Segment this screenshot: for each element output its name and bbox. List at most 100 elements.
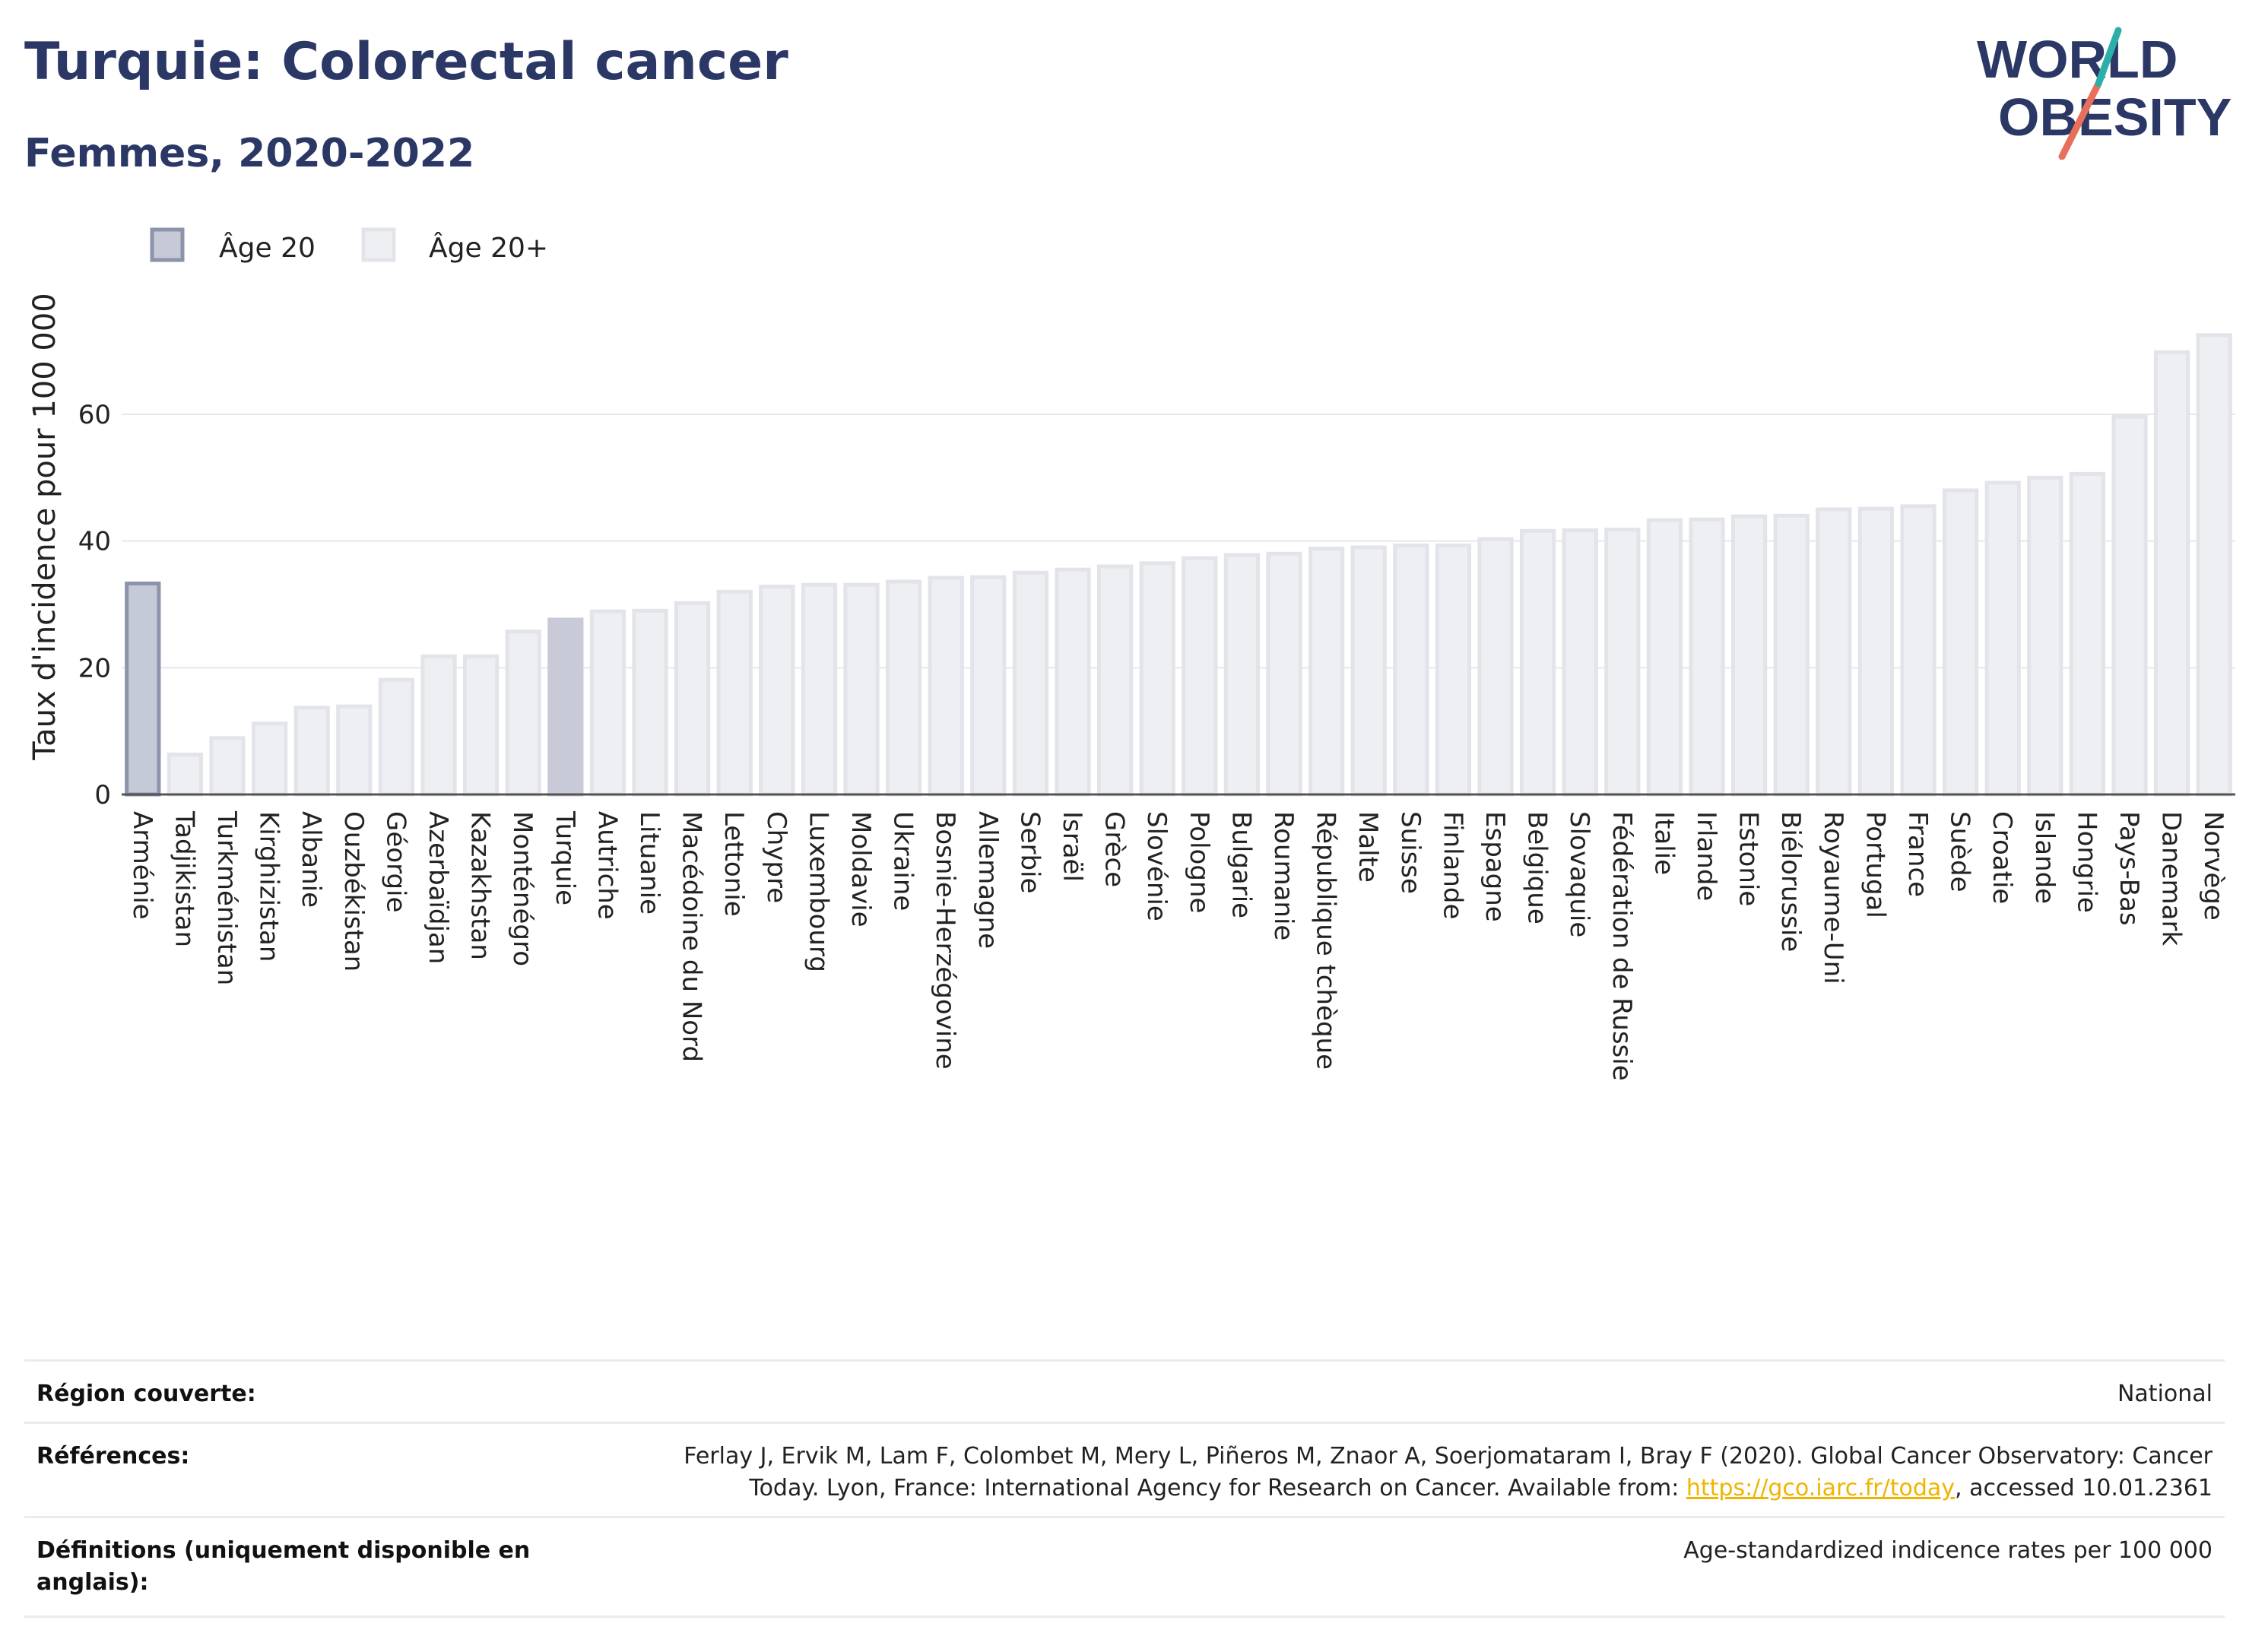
logo-slash-teal xyxy=(2095,27,2122,87)
bar-age20plus xyxy=(2111,414,2148,797)
bar-age20plus xyxy=(970,575,1007,797)
legend-label-age20: Âge 20 xyxy=(219,232,316,264)
x-tick-label: Pologne xyxy=(1184,811,1214,913)
bar-age20plus xyxy=(1562,528,1598,797)
x-tick-label: Slovénie xyxy=(1141,811,1172,921)
bar-chart: 0 20 40 60 Taux d'incidence pour 100 000 Armé… xyxy=(27,227,2235,1081)
definitions-label: Définitions (uniquement disponible en an… xyxy=(36,1537,531,1596)
bar-age20plus xyxy=(336,704,373,797)
bar-age20plus xyxy=(209,736,246,797)
x-tick-label: Roumanie xyxy=(1268,811,1299,940)
bar-age20plus xyxy=(928,576,964,797)
bar-age20plus xyxy=(547,617,584,797)
x-tick-label: Ukraine xyxy=(888,811,918,911)
region-value: National xyxy=(2117,1381,2213,1407)
bar-age20plus xyxy=(589,609,626,797)
x-tick-label: Macédoine du Nord xyxy=(677,811,707,1062)
meta-row-references: Références: Ferlay J, Ervik M, Lam F, Co… xyxy=(24,1422,2225,1518)
bar-age20plus xyxy=(759,585,795,797)
x-tick-label: Kirghizistan xyxy=(254,811,284,962)
x-tick-label: Pays-Bas xyxy=(2114,811,2144,926)
logo-line1: WORLD xyxy=(1977,30,2178,89)
bar-age20plus xyxy=(1519,528,1556,797)
bar-age20plus xyxy=(1942,488,1979,797)
references-value: Ferlay J, Ervik M, Lam F, Colombet M, Me… xyxy=(616,1441,2213,1505)
x-tick-label: Géorgie xyxy=(380,811,411,912)
y-tick-label: 40 xyxy=(78,527,111,557)
bar-age20plus xyxy=(1266,551,1302,797)
x-tick-label: Lituanie xyxy=(634,811,665,915)
x-tick-label: Danemark xyxy=(2156,811,2187,946)
x-tick-label: Espagne xyxy=(1480,811,1510,922)
x-tick-label: Tadjikistan xyxy=(169,810,199,947)
x-tick-label: Islande xyxy=(2029,811,2060,904)
bar-age20plus xyxy=(251,721,288,797)
y-tick-label: 0 xyxy=(94,780,111,810)
x-tick-label: Biélorussie xyxy=(1775,811,1806,952)
bar-age20plus xyxy=(716,589,753,797)
x-tick-label: Monténégro xyxy=(507,811,538,966)
x-tick-label: Fédération de Russie xyxy=(1607,811,1637,1081)
bar-age20plus xyxy=(293,706,330,797)
x-tick-label: Malte xyxy=(1353,811,1383,883)
bar-age20 xyxy=(125,582,161,797)
x-tick-label: Azerbaïdjan xyxy=(423,811,453,964)
x-tick-label: Arménie xyxy=(127,811,157,920)
bar-age20plus xyxy=(1223,553,1261,797)
y-tick-label: 60 xyxy=(78,400,111,430)
x-tick-label: Autriche xyxy=(592,811,622,920)
meta-row-region: Région couverte: National xyxy=(24,1359,2225,1424)
world-obesity-logo: WORLD OBESITY xyxy=(1977,27,2232,160)
x-tick-label: Luxembourg xyxy=(803,811,833,972)
bar-age20plus xyxy=(1435,544,1472,797)
bar-age20plus xyxy=(1350,545,1387,797)
bar-age20plus xyxy=(885,579,922,797)
legend-swatch-age20plus xyxy=(361,227,396,262)
bar-age20plus xyxy=(674,601,711,797)
bar-age20plus xyxy=(1773,513,1810,797)
logo-line2: OBESITY xyxy=(1998,87,2232,147)
bar-age20plus xyxy=(1096,564,1134,797)
x-tick-label: Ouzbékistan xyxy=(338,811,369,972)
bar-age20plus xyxy=(2196,333,2232,797)
bar-age20plus xyxy=(378,677,415,797)
bar-age20plus xyxy=(1730,514,1768,797)
x-tick-label: Croatie xyxy=(1987,811,2017,904)
bar-age20plus xyxy=(1816,507,1852,797)
references-text-line1: Ferlay J, Ervik M, Lam F, Colombet M, Me… xyxy=(684,1443,2213,1470)
x-tick-label: Royaume-Uni xyxy=(1818,811,1848,985)
logo-slash-coral xyxy=(2058,80,2102,160)
references-text-line2: Today. Lyon, France: International Agenc… xyxy=(749,1475,1686,1501)
bar-age20plus xyxy=(801,582,838,797)
bar-age20plus xyxy=(1182,556,1218,797)
bar-age20plus xyxy=(1984,480,2021,797)
references-text-line3: , accessed 10.01.2361 xyxy=(1955,1475,2213,1501)
bar-age20plus xyxy=(1857,506,1895,797)
bar-age20plus xyxy=(632,608,668,797)
x-tick-label: Suisse xyxy=(1395,811,1426,894)
bar-age20plus xyxy=(1308,547,1345,797)
legend-label-age20plus: Âge 20+ xyxy=(429,232,548,264)
y-tick-label: 20 xyxy=(78,653,111,683)
x-tick-label: France xyxy=(1902,811,1933,897)
x-tick-label: Albanie xyxy=(296,811,326,908)
bar-age20plus xyxy=(505,629,541,797)
x-tick-label: Serbie xyxy=(1014,811,1045,893)
bar-age20plus xyxy=(1604,528,1641,797)
x-tick-label: Israël xyxy=(1057,811,1087,882)
x-tick-label: Chypre xyxy=(761,811,791,903)
bar-age20plus xyxy=(1900,504,1937,797)
bar-age20plus xyxy=(1012,570,1049,797)
page-title: Turquie: Colorectal cancer xyxy=(24,32,788,92)
x-tick-label: Slovaquie xyxy=(1564,811,1594,937)
references-link[interactable]: https://gco.iarc.fr/today xyxy=(1686,1475,1956,1501)
bar-age20plus xyxy=(1689,517,1725,797)
bar-age20plus xyxy=(2069,471,2106,797)
x-tick-label: Belgique xyxy=(1522,811,1553,924)
bar-age20plus xyxy=(843,582,880,797)
x-tick-label: Irlande xyxy=(1691,811,1721,901)
bar-age20plus xyxy=(167,753,204,797)
x-tick-label: Bulgarie xyxy=(1226,811,1256,918)
x-tick-label: Grèce xyxy=(1099,811,1130,887)
x-tick-label: Allemagne xyxy=(972,811,1003,949)
